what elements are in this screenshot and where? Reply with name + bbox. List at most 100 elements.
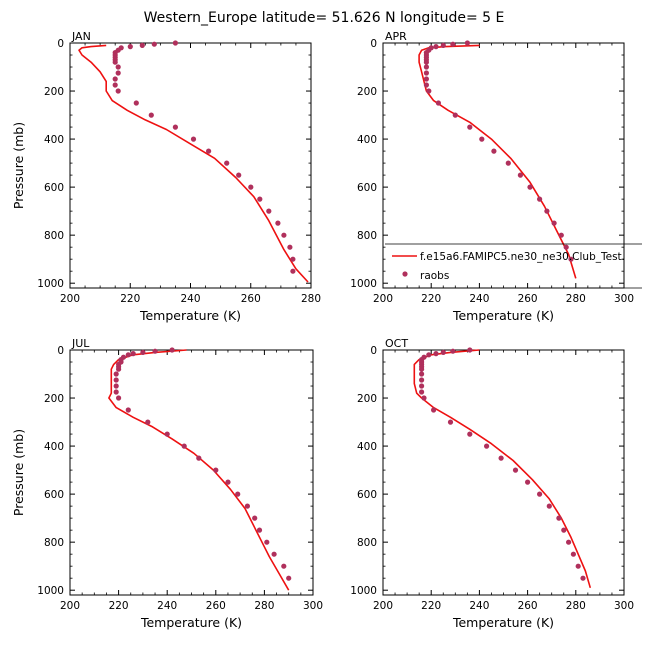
- x-tick-label-oct: 300: [614, 600, 634, 612]
- obs-point-jan: [172, 40, 178, 46]
- model-line-apr: [418, 44, 577, 279]
- x-tick-label-apr: 240: [469, 293, 489, 305]
- obs-point-jan: [112, 76, 118, 82]
- obs-point-jan: [112, 82, 118, 88]
- y-tick-label-apr: 600: [357, 182, 377, 194]
- panels-group: 200 220 240 260 280 0 200 400 600 800 1000 JAN Tempe…: [11, 30, 634, 630]
- y-tick-label-jul: 1000: [37, 585, 64, 597]
- obs-point-jan: [248, 184, 254, 190]
- y-tick-label-jan: 0: [57, 38, 64, 50]
- obs-point-jan: [275, 220, 281, 226]
- obs-point-oct: [556, 515, 562, 521]
- x-tick-label-jul: 280: [254, 600, 274, 612]
- obs-point-apr: [433, 44, 439, 50]
- x-tick-label-apr: 260: [518, 293, 538, 305]
- obs-point-oct: [419, 371, 425, 377]
- y-tick-label-jan: 600: [44, 182, 64, 194]
- obs-point-apr: [558, 232, 564, 238]
- obs-point-apr: [568, 256, 574, 262]
- obs-point-oct: [467, 347, 473, 353]
- obs-point-oct: [421, 395, 427, 401]
- obs-point-jan: [236, 172, 242, 178]
- obs-point-jul: [225, 479, 231, 485]
- obs-point-jul: [116, 395, 122, 401]
- obs-point-jul: [113, 377, 119, 383]
- obs-point-apr: [517, 172, 524, 178]
- obs-point-jul: [264, 539, 270, 545]
- obs-point-jul: [152, 348, 158, 354]
- obs-point-jan: [133, 100, 139, 106]
- obs-point-apr: [467, 124, 473, 130]
- obs-point-jul: [256, 527, 263, 533]
- x-tick-label-jul: 240: [157, 600, 177, 612]
- panel-label-jan: JAN: [71, 30, 91, 43]
- obs-point-jan: [257, 196, 263, 202]
- y-tick-label-apr: 400: [357, 134, 377, 146]
- obs-point-oct: [525, 479, 531, 485]
- obs-point-apr: [423, 76, 429, 82]
- obs-point-oct: [431, 407, 437, 413]
- y-tick-label-jul: 600: [44, 489, 64, 501]
- obs-point-oct: [426, 352, 432, 358]
- obs-point-jul: [125, 407, 131, 413]
- x-axis-label-jan: Temperature (K): [139, 308, 241, 323]
- x-axis-label-oct: Temperature (K): [452, 615, 554, 630]
- obs-point-oct: [419, 377, 425, 383]
- obs-point-apr: [544, 208, 550, 214]
- obs-point-jul: [286, 575, 292, 581]
- y-tick-label-oct: 400: [357, 441, 377, 453]
- obs-point-jul: [213, 467, 219, 473]
- obs-point-oct: [433, 351, 439, 357]
- panel-oct: 200 220 240 260 280 300 0 200 400 600 800 1000 OCT Te…: [350, 337, 634, 630]
- obs-point-apr: [423, 82, 429, 88]
- obs-point-jan: [115, 88, 121, 94]
- obs-point-jan: [290, 268, 296, 274]
- y-tick-label-oct: 0: [370, 345, 377, 357]
- figure-title: Western_Europe latitude= 51.626 N longit…: [144, 10, 505, 26]
- x-tick-label-jul: 200: [60, 600, 80, 612]
- panel-jul: 200 220 240 260 280 300 0 200 400 600 800 1000 JUL Te…: [11, 337, 323, 630]
- y-tick-label-jul: 200: [44, 393, 64, 405]
- x-tick-label-jan: 220: [120, 293, 140, 305]
- legend-obs-marker-swatch: [402, 271, 408, 277]
- obs-point-oct: [570, 551, 577, 557]
- obs-point-jan: [151, 41, 157, 47]
- y-tick-label-apr: 800: [357, 230, 377, 242]
- obs-point-oct: [512, 467, 519, 473]
- obs-point-oct: [419, 366, 425, 372]
- obs-point-oct: [467, 431, 473, 437]
- x-axis-label-jul: Temperature (K): [140, 615, 242, 630]
- obs-point-apr: [551, 220, 557, 226]
- obs-point-jan: [148, 112, 154, 118]
- obs-point-jan: [139, 42, 145, 49]
- obs-point-jul: [244, 503, 250, 509]
- panel-label-apr: APR: [385, 30, 407, 43]
- obs-point-oct: [580, 575, 586, 581]
- y-tick-label-jan: 200: [44, 86, 64, 98]
- obs-point-apr: [440, 42, 446, 49]
- y-tick-label-jan: 1000: [37, 278, 64, 290]
- obs-point-jul: [113, 383, 119, 389]
- obs-point-jan: [190, 136, 197, 142]
- y-tick-label-jul: 0: [57, 345, 64, 357]
- obs-point-oct: [419, 383, 425, 389]
- obs-point-jul: [130, 351, 136, 357]
- y-tick-label-jan: 800: [44, 230, 64, 242]
- x-tick-label-jan: 200: [60, 293, 80, 305]
- obs-point-apr: [479, 136, 485, 142]
- y-tick-label-oct: 600: [357, 489, 377, 501]
- obs-point-apr: [563, 244, 569, 250]
- obs-point-apr: [426, 88, 432, 94]
- y-tick-label-jul: 400: [44, 441, 64, 453]
- model-line-jul: [108, 349, 290, 591]
- y-tick-label-apr: 1000: [350, 278, 377, 290]
- x-tick-label-oct: 200: [373, 600, 393, 612]
- obs-point-apr: [505, 160, 511, 166]
- obs-point-jan: [127, 44, 133, 50]
- y-tick-label-oct: 800: [357, 537, 377, 549]
- y-tick-label-oct: 200: [357, 393, 377, 405]
- obs-point-oct: [561, 527, 567, 533]
- obs-point-jan: [172, 124, 178, 130]
- obs-point-oct: [419, 389, 425, 395]
- x-tick-label-jul: 300: [303, 600, 323, 612]
